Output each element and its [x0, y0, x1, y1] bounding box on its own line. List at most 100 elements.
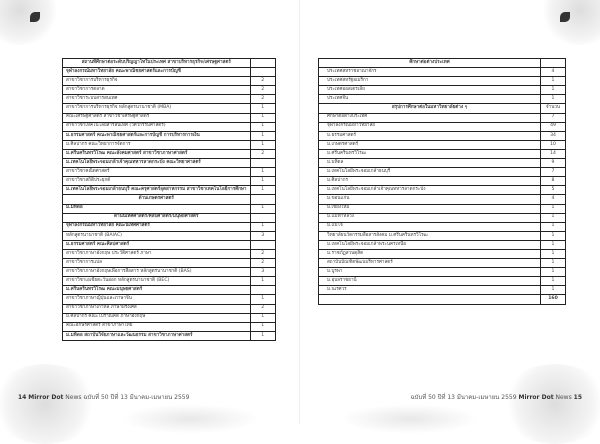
row-label: ประเทศสหราชอาณาจักร [318, 67, 541, 78]
row-label: ม.มหิดล [318, 158, 541, 169]
row-label: สาขาวิชาเทคโนโลยีสารสนเทศ (วิศวกรรมศาสตร… [62, 121, 251, 132]
table-section-header: สรุปการศึกษาต่อในมหาวิทยาลัยต่าง ๆจำนวน [318, 103, 566, 114]
row-count [540, 57, 566, 69]
row-label: ม.อุบลราชธานี [318, 276, 541, 287]
table-row: คณะอักษรศาสตร์ สาขาภาษาไทย 1 [62, 321, 276, 332]
row-label: ม.เชียงใหม่ [318, 203, 541, 214]
row-count: 1 [249, 167, 276, 178]
right-table: ศึกษาต่อต่างประเทศ ประเทศสหราชอาณาจักร 4 ปร… [318, 57, 566, 305]
row-count: 9 [540, 158, 566, 169]
table-row: จุฬาลงกรณ์มหาวิทยาลัย 49 [318, 121, 566, 132]
row-label: สาขาวิชาการบริหารธุรกิจ หลักสูตรนานาชาติ… [62, 103, 251, 114]
row-label: ม.ธรรมศาสตร์ คณะพาณิชยศาสตร์และการบัญชี … [62, 130, 251, 141]
table-row: ม.เกษตรศาสตร์ 10 [318, 139, 566, 150]
table-row: ม.อุบลราชธานี 1 [318, 276, 566, 287]
row-label: ม.ศรีนครินทรวิโรฒ คณะมนุษยศาสตร์ [62, 285, 251, 296]
row-label: สรุปการศึกษาต่อในมหาวิทยาลัยต่าง ๆ [318, 103, 541, 114]
table-row: ม.เทคโนโลยีพระจอมเกล้าเจ้าคุณทหารลาดกระบ… [318, 185, 566, 196]
table-row: ม.เทคโนโลยีพระจอมเกล้าพระนครเหนือ 1 [318, 239, 566, 250]
row-count: 1 [249, 130, 276, 141]
row-label: ม.ศิลปากร คณะวิทยาการจัดการ [62, 139, 251, 150]
row-count: 1 [540, 203, 566, 214]
table-row: จุฬาลงกรณ์มหาวิทยาลัย คณะนิเทศศาสตร์ 1 [62, 221, 276, 232]
row-label: สถาบันบัณฑิตพัฒนบริหารศาสตร์ [318, 258, 541, 269]
row-count: 1 [249, 312, 276, 323]
table-row: ม.แม่ฟ้าหลวง 1 [318, 212, 566, 223]
table-row: วิทยาลัยนวัตกรรมสื่อสารสังคม ม.ศรีนครินท… [318, 230, 566, 241]
row-label: ประเทศจีน [318, 94, 541, 105]
table-row: ม.ศิลปากร 8 [318, 176, 566, 187]
table-row: สาขาวิชาการบริหารธุรกิจ 2 [62, 76, 276, 87]
table-row: ม.เทคโนโลยีพระจอมเกล้าเจ้าคุณทหารลาดกระบ… [62, 158, 276, 169]
row-label: สาขาวิชาการตลาด [62, 85, 251, 96]
table-row: สาขาวิชาการบริหารธุรกิจ หลักสูตรนานาชาติ… [62, 103, 276, 114]
row-label: ประเทศออสเตรเลีย [318, 85, 541, 96]
flower-decoration [540, 0, 600, 45]
row-count [249, 239, 276, 250]
row-label: ม.ศิลปากร คณะโบราณคดี ภาษาอังกฤษ [62, 312, 251, 323]
row-label: ม.ราชภัฏสวนดุสิต [318, 248, 541, 260]
row-count [249, 285, 276, 296]
table-row: ประเทศจีน 1 [318, 94, 566, 105]
table-row: ม.ธรรมศาสตร์ คณะพาณิชยศาสตร์และการบัญชี … [62, 130, 276, 141]
row-count: 1 [249, 330, 276, 341]
row-label: ประเทศสหรัฐอเมริกา [318, 76, 541, 87]
row-label: ศึกษาต่อต่างประเทศ [318, 57, 541, 69]
left-table: สถานที่ศึกษาต่อระดับปริญญาโทในประเทศ สาข… [62, 57, 276, 341]
row-label: ม.นเรศวร [318, 285, 541, 296]
row-count: 1 [249, 176, 276, 187]
row-count: 14 [540, 148, 566, 160]
table-row: ศึกษาต่อต่างประเทศ 7 [318, 112, 566, 123]
table-row: สาขาวิชาสถิติประยุกต์ 1 [62, 176, 276, 187]
row-count: 2 [249, 94, 276, 105]
row-count: 1 [249, 103, 276, 114]
row-count: 1 [249, 276, 276, 287]
table-row: ม.เทคโนโลยีพระจอมเกล้าธนบุรี คณะครุศาสตร… [62, 185, 276, 196]
row-count: 1 [540, 267, 566, 278]
table-row: ม.ธรรมศาสตร์ คณะศิลปศาสตร์ [62, 239, 276, 250]
table-row: ประเทศสหรัฐอเมริกา 1 [318, 76, 566, 87]
row-count [249, 212, 276, 223]
row-count: 1 [540, 276, 566, 287]
table-row: ม.มหิดล สถาบันวิจัยภาษาและวัฒนธรรม สาขาว… [62, 330, 276, 341]
table-section-header: ด้านเกษตรศาสตร์ [62, 194, 276, 205]
table-row: สาขาวิชาภาษาอังกฤษ ประวัติศาสตร์ ภาษา 2 [62, 248, 276, 260]
row-label: สถานที่ศึกษาต่อระดับปริญญาโทในประเทศ สาข… [62, 57, 251, 69]
leaf-icon [560, 12, 570, 22]
row-count: 3 [249, 230, 276, 241]
row-count: 1 [540, 85, 566, 96]
row-label: สาขาวิชาการแปล [62, 258, 251, 269]
table-row: ม.แม่โจ้ 1 [318, 221, 566, 232]
table-row: ม.ศรีนครินทรวิโรฒ 14 [318, 148, 566, 160]
row-label: ม.แม่โจ้ [318, 221, 541, 232]
row-count: 1 [249, 112, 276, 123]
row-label: ม.ธรรมศาสตร์ คณะศิลปศาสตร์ [62, 239, 251, 250]
row-count: 1 [249, 139, 276, 150]
table-row: สถาบันบัณฑิตพัฒนบริหารศาสตร์ 1 [318, 258, 566, 269]
row-label: ม.มหิดล [62, 203, 251, 214]
table-row: ประเทศสหราชอาณาจักร 4 [318, 67, 566, 78]
row-label: จุฬาลงกรณ์มหาวิทยาลัย คณะพาณิชยศาสตร์และ… [62, 67, 251, 78]
row-count: 7 [540, 167, 566, 178]
row-label: ม.แม่ฟ้าหลวง [318, 212, 541, 223]
row-label: วิทยาลัยนวัตกรรมสื่อสารสังคม ม.ศรีนครินท… [318, 230, 541, 241]
row-count: 7 [540, 112, 566, 123]
row-count: 1 [540, 230, 566, 241]
brand-suffix: News [555, 394, 572, 401]
row-count: 1 [540, 239, 566, 250]
row-count: 1 [540, 258, 566, 269]
table-section-header: ศึกษาต่อต่างประเทศ [318, 57, 566, 69]
row-count: 1 [540, 212, 566, 223]
table-row: จุฬาลงกรณ์มหาวิทยาลัย คณะพาณิชยศาสตร์และ… [62, 67, 276, 78]
table-row: หลักสูตรนานาชาติ (BAIAC) 3 [62, 230, 276, 241]
row-count [249, 158, 276, 169]
table-row: สาขาวิชาการตลาด 2 [62, 85, 276, 96]
row-label: คณะอักษรศาสตร์ สาขาภาษาไทย [62, 321, 251, 332]
row-label: ม.ธรรมศาสตร์ [318, 130, 541, 141]
row-count: 4 [540, 194, 566, 205]
table-section-header: สถานที่ศึกษาต่อระดับปริญญาโทในประเทศ สาข… [62, 57, 276, 69]
leaf-icon [30, 12, 40, 22]
table-row: ม.ธรรมศาสตร์ 34 [318, 130, 566, 141]
row-label [318, 294, 541, 305]
row-count: 1 [249, 294, 276, 305]
